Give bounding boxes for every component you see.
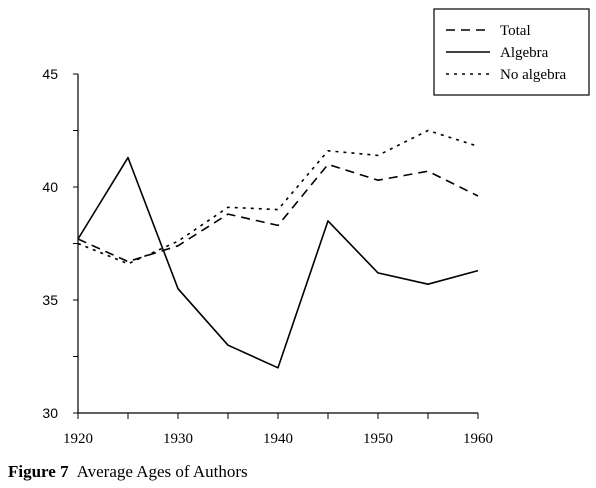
chart-axes: 1920 1930 1940 1950 1960 30 35 40 45 (42, 66, 493, 447)
y-tick-label: 45 (42, 66, 58, 82)
figure-caption: Figure 7 Average Ages of Authors (8, 462, 248, 482)
legend: Total Algebra No algebra (433, 8, 590, 96)
x-tick-label: 1920 (63, 431, 93, 447)
y-tick-label: 35 (42, 292, 58, 308)
x-tick-label: 1950 (363, 431, 393, 447)
figure-title: Average Ages of Authors (76, 462, 248, 481)
legend-label-total: Total (500, 23, 531, 39)
legend-label-algebra: Algebra (500, 45, 549, 61)
x-tick-label: 1960 (463, 431, 493, 447)
y-tick-label: 40 (42, 179, 58, 195)
x-tick-label: 1930 (163, 431, 193, 447)
chart-series (77, 129, 479, 369)
series-line-no-algebra (77, 129, 479, 265)
series-line-algebra (77, 156, 479, 369)
legend-label-no-algebra: No algebra (500, 67, 567, 83)
figure-label: Figure 7 (8, 462, 69, 481)
series-line-total (77, 163, 479, 263)
y-tick-label: 30 (42, 405, 58, 421)
line-chart: 1920 1930 1940 1950 1960 30 35 40 45 Total Algebr… (42, 8, 590, 447)
x-tick-label: 1940 (263, 431, 293, 447)
